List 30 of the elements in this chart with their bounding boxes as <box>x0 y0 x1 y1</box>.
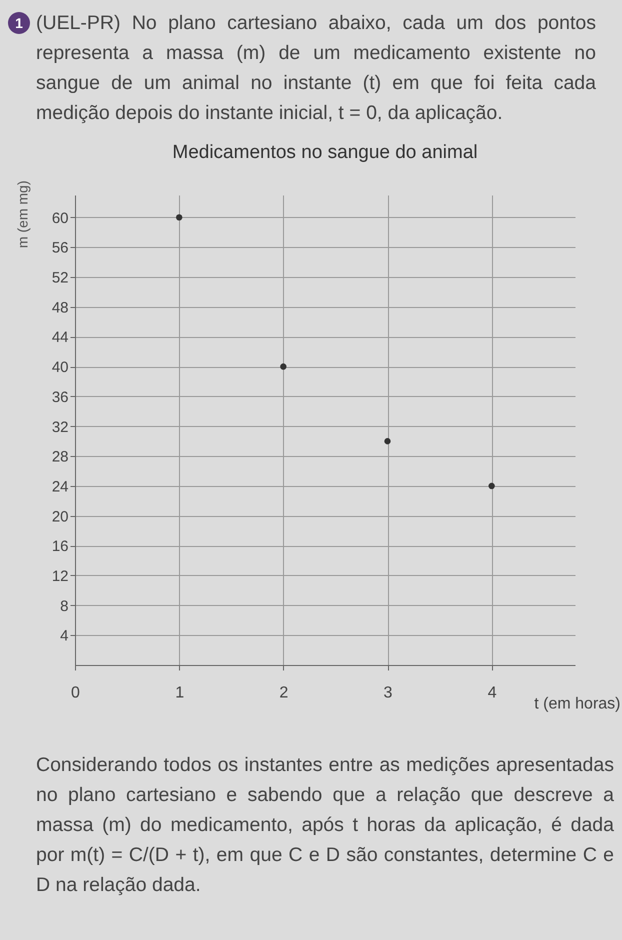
y-tick-label: 32 <box>52 418 68 436</box>
y-tick-label: 28 <box>52 448 68 466</box>
text: 1 <box>8 12 30 34</box>
x-tick-label: 1 <box>175 684 184 702</box>
y-tick-label: 44 <box>52 329 68 346</box>
x-tick-label: 3 <box>384 684 393 702</box>
point <box>488 482 495 490</box>
x-tick-label: 4 <box>488 684 497 702</box>
y-tick-label: 36 <box>52 388 68 406</box>
y-tick-label: 24 <box>52 478 68 496</box>
x-tick-label: 2 <box>279 684 288 702</box>
y-axis-title: m (em mg) <box>14 180 30 248</box>
y-tick-label: 48 <box>52 299 68 316</box>
point <box>280 363 286 370</box>
y-tick-label: 52 <box>52 270 68 287</box>
y-tick-label: 12 <box>52 568 68 585</box>
point <box>384 438 391 444</box>
y-tick-label: 60 <box>52 210 68 227</box>
text: Considerando todos os instantes entre as medições apresentadas no plano cartesiano e sabendo que a relação que descreve a massa (m) do medicamento, após t horas da aplicação, é dada por m(t) = C/(D + t), em que C e D são constantes, determine C e D na relação dada. <box>36 753 614 898</box>
point <box>176 214 182 221</box>
text: (UEL-PR) No plano cartesiano abaixo, cada um dos pontos representa a massa (m) de um medicamento existente no sangue de um animal no instante (t) em que foi feita cada medição depois do instante inicial, t = 0, da aplicação. <box>36 11 596 126</box>
y-tick-label: 20 <box>52 508 68 526</box>
y-tick-label: 8 <box>60 598 68 615</box>
y-tick-label: 40 <box>52 359 68 376</box>
y-tick-label: 56 <box>52 240 68 257</box>
x-tick-label: 0 <box>71 684 80 702</box>
y-tick-label: 16 <box>52 538 68 556</box>
y-tick-label: 4 <box>60 628 68 645</box>
x-axis-title: t (em horas) <box>534 696 620 712</box>
chart-title: Medicamentos no sangue do animal <box>172 142 478 163</box>
